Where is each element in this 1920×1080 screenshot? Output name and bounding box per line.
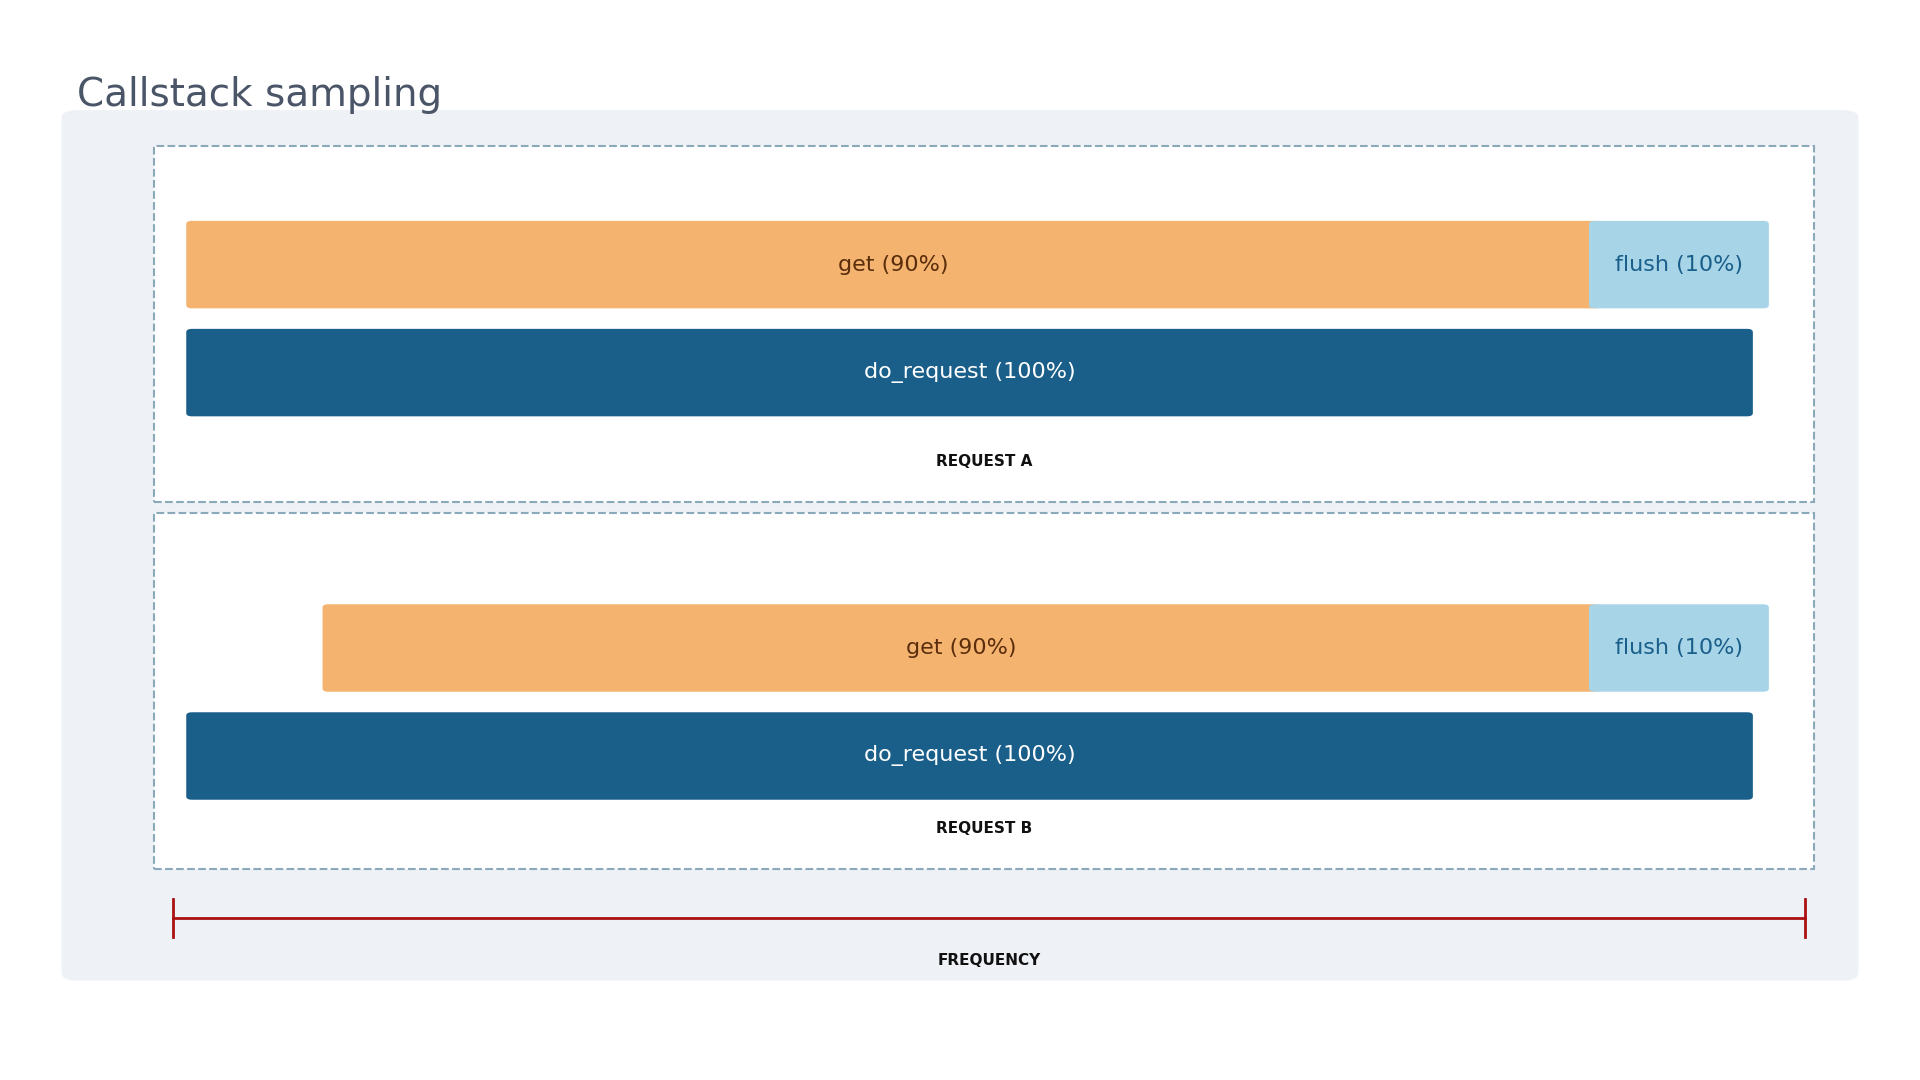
- FancyBboxPatch shape: [186, 328, 1753, 416]
- FancyBboxPatch shape: [323, 604, 1601, 691]
- Text: REQUEST B: REQUEST B: [935, 821, 1033, 836]
- Text: flush (10%): flush (10%): [1615, 255, 1743, 274]
- FancyBboxPatch shape: [1590, 221, 1768, 308]
- Bar: [154, 146, 1814, 502]
- Text: do_request (100%): do_request (100%): [864, 362, 1075, 383]
- Text: REQUEST A: REQUEST A: [935, 454, 1033, 469]
- FancyBboxPatch shape: [1590, 604, 1768, 691]
- Text: get (90%): get (90%): [839, 255, 948, 274]
- FancyBboxPatch shape: [61, 110, 1859, 981]
- Text: FREQUENCY: FREQUENCY: [937, 953, 1041, 968]
- FancyBboxPatch shape: [186, 221, 1601, 308]
- Text: get (90%): get (90%): [906, 638, 1018, 658]
- Text: Callstack sampling: Callstack sampling: [77, 76, 442, 113]
- FancyBboxPatch shape: [186, 713, 1753, 799]
- Bar: [154, 513, 1814, 869]
- Text: flush (10%): flush (10%): [1615, 638, 1743, 658]
- Text: do_request (100%): do_request (100%): [864, 745, 1075, 767]
